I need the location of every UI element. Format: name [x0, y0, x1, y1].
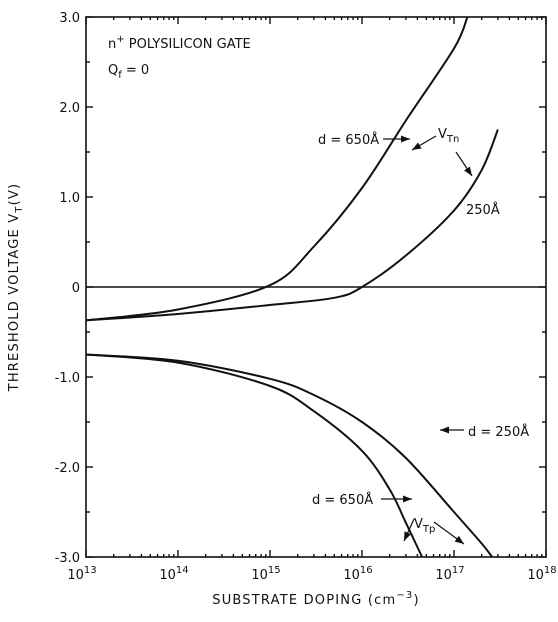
vtn-label: VTn — [438, 127, 459, 145]
x-axis-title: SUBSTRATE DOPING (cm−3) — [212, 590, 420, 608]
y-tick-label: 3.0 — [59, 11, 80, 26]
y-tick-label: 1.0 — [59, 191, 80, 206]
arrow-vtn-650-head — [412, 142, 422, 150]
y-tick-label: -2.0 — [55, 461, 80, 476]
qf-annotation: Qf = 0 — [108, 63, 149, 81]
arrow-n-650-head — [401, 135, 410, 143]
p-650-label: d = 650Å — [312, 492, 373, 508]
gate-annotation: n+ POLYSILICON GATE — [108, 34, 251, 52]
arrow-vtp-250-head — [454, 535, 464, 544]
arrow-p-250-head — [440, 426, 449, 434]
annotations-layer — [381, 135, 473, 545]
y-axis-title: THRESHOLD VOLTAGE VT(V) — [7, 183, 25, 393]
x-tick-label: 1014 — [159, 565, 188, 583]
x-tick-label: 1013 — [67, 565, 96, 583]
y-tick-label: 0 — [72, 281, 80, 296]
arrow-p-650-head — [403, 495, 412, 503]
y-tick-label: -1.0 — [55, 371, 80, 386]
y-tick-label: -3.0 — [55, 551, 80, 566]
series-line-vtn-1 — [85, 129, 499, 322]
vtp-label: VTp — [414, 517, 435, 535]
curves-layer — [85, 16, 546, 558]
arrow-vtp-650-head — [404, 531, 411, 541]
n-650-label: d = 650Å — [318, 132, 379, 148]
series-line-vtn-0 — [85, 16, 469, 322]
x-tick-label: 1016 — [343, 565, 372, 583]
n-250-label: 250Å — [466, 202, 500, 218]
series-line-vtp-3 — [85, 353, 424, 558]
x-tick-label: 1015 — [251, 565, 280, 583]
p-250-label: d = 250Å — [468, 424, 529, 440]
x-tick-label: 1017 — [435, 565, 464, 583]
arrow-vtn-250-head — [464, 166, 472, 176]
series-line-vtp-2 — [85, 353, 493, 558]
x-tick-label: 1018 — [527, 565, 556, 583]
y-tick-label: 2.0 — [59, 101, 80, 116]
